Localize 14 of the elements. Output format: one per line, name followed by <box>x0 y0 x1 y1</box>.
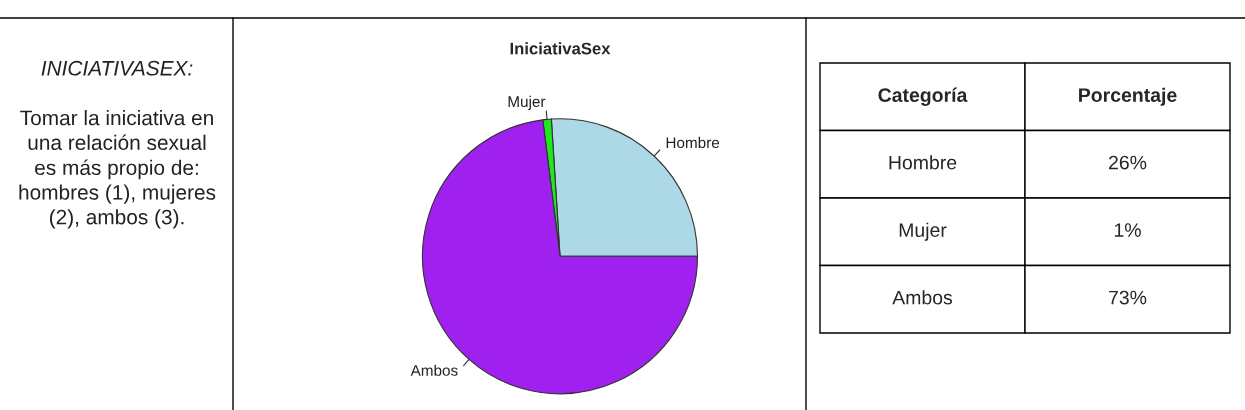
text: 73% <box>1109 290 1147 305</box>
text: Tomar la iniciativa en una relación sexual es más propio de: hombres (1), mujeres (2), ambos (3). <box>19 110 216 229</box>
category-label: Mujer <box>899 222 947 241</box>
text: INICIATIVASEX: <box>41 60 193 76</box>
slice-label: Mujer <box>508 95 546 111</box>
slice-label: Ambos <box>410 364 458 376</box>
text: Porcentaje <box>1079 87 1177 106</box>
slice-label: Hombre <box>666 136 720 149</box>
text: Categoría <box>878 87 968 106</box>
chart-title: IniciativaSex <box>510 42 611 55</box>
category-label: Ambos <box>892 290 953 305</box>
category-label: Hombre <box>889 155 957 170</box>
text: 1% <box>1114 223 1141 237</box>
text: 26% <box>1109 155 1147 170</box>
